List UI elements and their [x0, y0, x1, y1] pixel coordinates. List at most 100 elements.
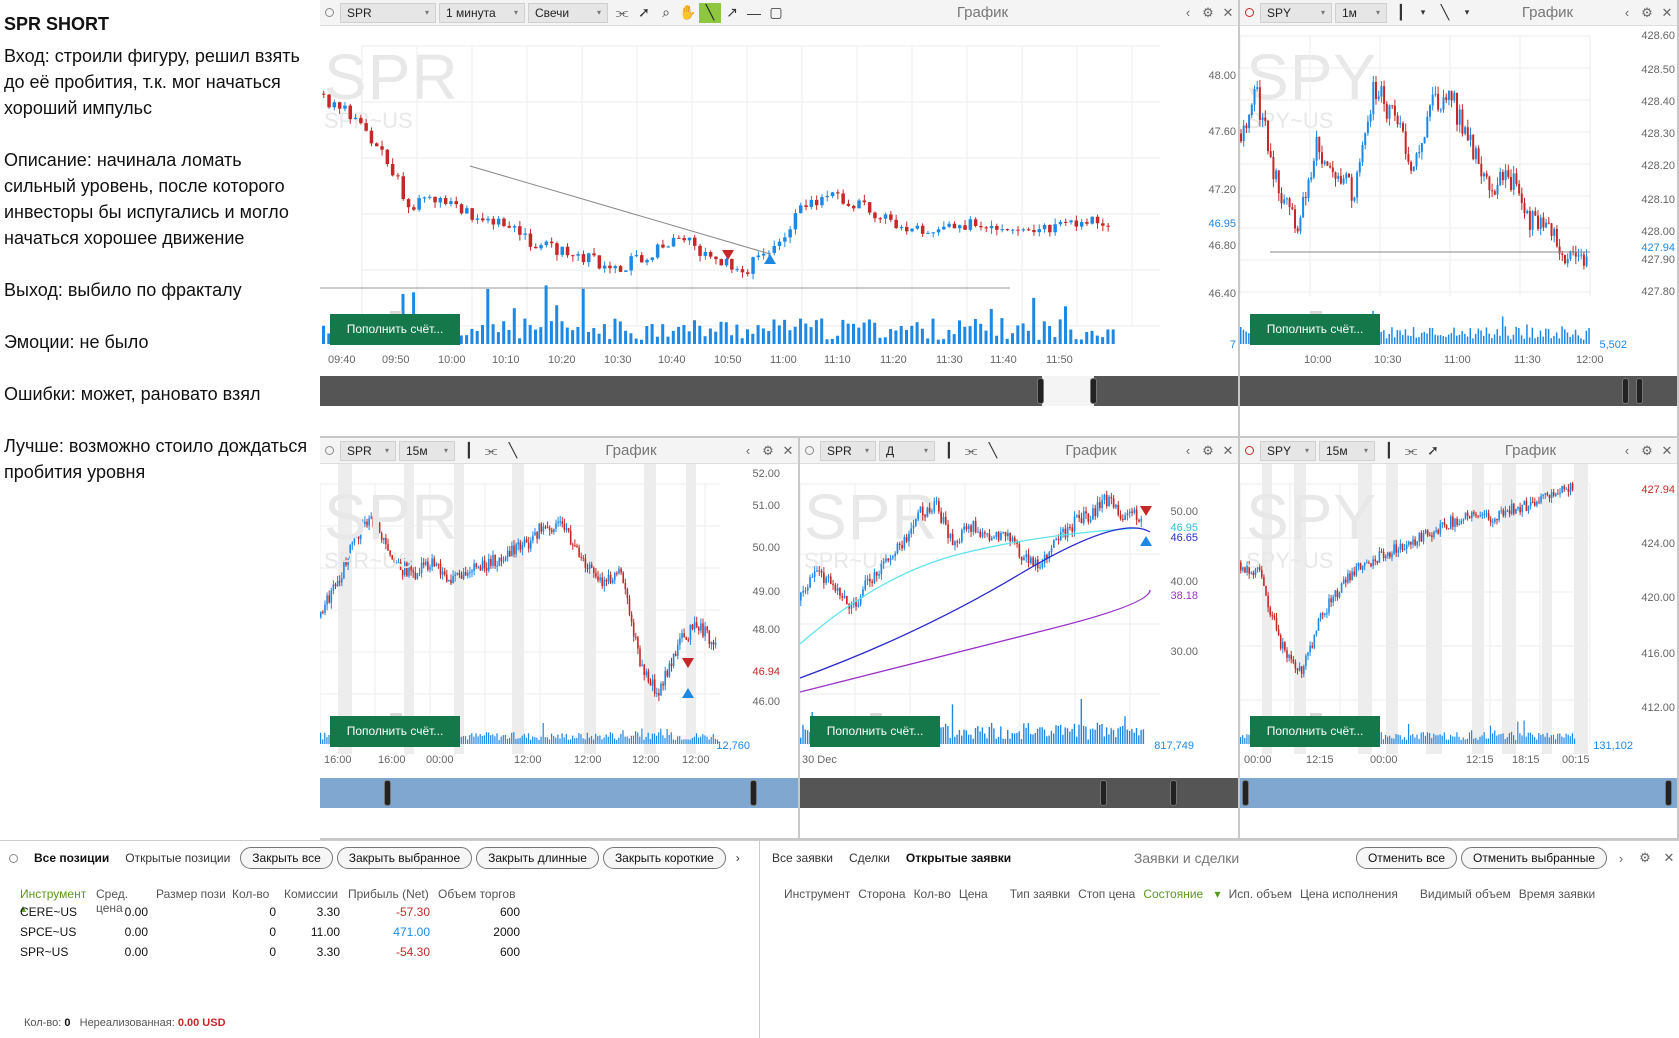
symbol-select[interactable]: SPR ▾: [820, 440, 876, 461]
close-short-button[interactable]: Закрыть короткие: [602, 847, 726, 869]
fund-account-button[interactable]: Пополнить счёт...: [1250, 713, 1380, 747]
table-row[interactable]: CERE~US 0.00 0 3.30 -57.30 600: [20, 905, 528, 919]
gear-icon[interactable]: ⚙: [1641, 4, 1653, 20]
hline-icon[interactable]: —: [747, 4, 761, 21]
indicators-icon[interactable]: ⫘: [1404, 442, 1418, 458]
close-icon[interactable]: ✕: [1663, 850, 1675, 865]
chart-panel-spr-1m[interactable]: SPR ▾ 1 минута ▾ Свечи ▾ ⫘ ➚ ⌕ ✋ ╲ ↗ — ▢ Гр…: [320, 0, 1240, 438]
col-visible-qty[interactable]: Видимый объем: [1419, 887, 1511, 901]
close-long-button[interactable]: Закрыть длинные: [476, 847, 599, 869]
close-selected-button[interactable]: Закрыть выбранное: [336, 847, 473, 869]
navigator[interactable]: [320, 778, 798, 808]
interval-select[interactable]: 15м ▾: [399, 440, 455, 461]
navigator-handle-right[interactable]: [750, 780, 757, 806]
navigator[interactable]: [320, 376, 1238, 406]
symbol-select[interactable]: SPY ▾: [1260, 440, 1316, 461]
navigator[interactable]: [800, 778, 1238, 808]
tab-trades[interactable]: Сделки: [849, 851, 890, 865]
chevron-down-icon[interactable]: ▾: [1420, 7, 1426, 17]
chart-plot[interactable]: SPR SPR~US 48.00 47.60 47.20 46.95 46.80…: [320, 26, 1238, 436]
candles-icon[interactable]: ┃: [464, 442, 474, 458]
rect-icon[interactable]: ▢: [769, 4, 783, 20]
chevron-left-icon[interactable]: ‹: [1185, 443, 1191, 458]
navigator-handle-left[interactable]: [1037, 378, 1044, 404]
navigator-handle-right[interactable]: [1090, 378, 1097, 404]
navigator-handle-right[interactable]: [1170, 780, 1177, 806]
navigator-handle-left[interactable]: [1100, 780, 1107, 806]
navigator-handle-left[interactable]: [384, 780, 391, 806]
link-icon[interactable]: [325, 446, 334, 455]
chevron-left-icon[interactable]: ‹: [1624, 443, 1630, 458]
candles-icon[interactable]: ┃: [944, 442, 954, 458]
cursor-icon[interactable]: ➚: [638, 4, 650, 20]
col-profit[interactable]: Прибыль (Net): [348, 887, 429, 901]
arrow-icon[interactable]: ↗: [726, 4, 738, 20]
col-avg-price[interactable]: Сред. цена: [96, 887, 129, 915]
chart-type-select[interactable]: Свечи ▾: [528, 2, 608, 23]
col-qty[interactable]: Кол-во: [232, 887, 270, 901]
gear-icon[interactable]: ⚙: [1641, 442, 1653, 458]
close-icon[interactable]: ✕: [782, 442, 794, 458]
interval-select[interactable]: 1 минута ▾: [439, 2, 525, 23]
col-filled[interactable]: Исп. объем: [1228, 887, 1292, 901]
col-stop-price[interactable]: Стоп цена: [1078, 887, 1136, 901]
tab-all-positions[interactable]: Все позиции: [34, 851, 110, 865]
close-icon[interactable]: ✕: [1661, 442, 1673, 458]
cancel-all-button[interactable]: Отменить все: [1355, 847, 1458, 869]
hand-icon[interactable]: ✋: [679, 4, 697, 20]
navigator-handle-right[interactable]: [1636, 378, 1643, 404]
gear-icon[interactable]: ⚙: [762, 442, 774, 458]
candles-icon[interactable]: ┃: [1384, 442, 1394, 458]
symbol-select[interactable]: SPR ▾: [340, 2, 436, 23]
tab-open-positions[interactable]: Открытые позиции: [125, 851, 231, 865]
navigator[interactable]: [1240, 376, 1677, 406]
close-all-button[interactable]: Закрыть все: [240, 847, 333, 869]
col-order-type[interactable]: Тип заявки: [1009, 887, 1071, 901]
trendline-icon[interactable]: ╲: [699, 2, 721, 23]
interval-select[interactable]: Д ▾: [879, 440, 935, 461]
indicators-icon[interactable]: ⫘: [964, 442, 978, 458]
cursor-icon[interactable]: ➚: [1427, 442, 1439, 458]
chart-plot[interactable]: SPR SPR~US 50.00 46.95 46.65 40.00 38.18…: [800, 464, 1238, 838]
table-row[interactable]: SPR~US 0.00 0 3.30 -54.30 600: [20, 945, 528, 959]
col-qty[interactable]: Кол-во: [913, 887, 951, 901]
col-instrument[interactable]: Инструмент ▴: [20, 887, 87, 915]
chart-plot[interactable]: SPR SPR~US 52.00 51.00 50.00 49.00 48.00…: [320, 464, 798, 838]
navigator-handle-left[interactable]: [1622, 378, 1629, 404]
symbol-select[interactable]: SPR ▾: [340, 440, 396, 461]
gear-icon[interactable]: ⚙: [1639, 850, 1651, 865]
fund-account-button[interactable]: Пополнить счёт...: [330, 713, 460, 747]
candles-icon[interactable]: ┃: [1396, 4, 1406, 20]
tab-open-orders[interactable]: Открытые заявки: [905, 851, 1012, 865]
symbol-select[interactable]: SPY ▾: [1260, 2, 1332, 23]
chart-panel-spr-15m[interactable]: SPR ▾ 15м ▾ ┃ ⫘ ╲ График ‹ ⚙ ✕ SPR SPR~US …: [320, 438, 800, 840]
fund-account-button[interactable]: Пополнить счёт...: [1250, 311, 1380, 345]
fund-account-button[interactable]: Пополнить счёт...: [330, 311, 460, 345]
zoom-icon[interactable]: ⌕: [662, 4, 670, 20]
link-icon[interactable]: [1245, 446, 1254, 455]
interval-select[interactable]: 15м ▾: [1319, 440, 1375, 461]
link-icon[interactable]: [325, 8, 334, 17]
col-status[interactable]: Состояние ▾: [1143, 887, 1221, 901]
chevron-right-icon[interactable]: ›: [1618, 850, 1624, 866]
navigator-window[interactable]: [1042, 376, 1094, 406]
close-icon[interactable]: ✕: [1222, 442, 1234, 458]
table-row[interactable]: SPCE~US 0.00 0 11.00 471.00 2000: [20, 925, 528, 939]
chevron-down-icon[interactable]: ▾: [1464, 7, 1470, 17]
col-order-time[interactable]: Время заявки: [1518, 887, 1596, 901]
col-fill-price[interactable]: Цена исполнения: [1299, 887, 1398, 901]
indicators-icon[interactable]: ⫘: [484, 442, 498, 458]
col-price[interactable]: Цена: [958, 887, 988, 901]
cancel-selected-button[interactable]: Отменить выбранные: [1461, 847, 1607, 869]
col-volume[interactable]: Объем торгов: [438, 887, 516, 901]
gear-icon[interactable]: ⚙: [1202, 442, 1214, 458]
navigator[interactable]: [1240, 778, 1677, 808]
trendline-icon[interactable]: ╲: [1440, 4, 1450, 20]
chevron-left-icon[interactable]: ‹: [1185, 5, 1191, 20]
chart-plot[interactable]: SPY SPY~US 427.94 424.00 420.00 416.00 4…: [1240, 464, 1677, 838]
col-instrument[interactable]: Инструмент: [784, 887, 851, 901]
link-icon[interactable]: [1245, 8, 1254, 17]
interval-select[interactable]: 1м ▾: [1335, 2, 1387, 23]
navigator-handle-left[interactable]: [1242, 780, 1249, 806]
fund-account-button[interactable]: Пополнить счёт...: [810, 713, 940, 747]
